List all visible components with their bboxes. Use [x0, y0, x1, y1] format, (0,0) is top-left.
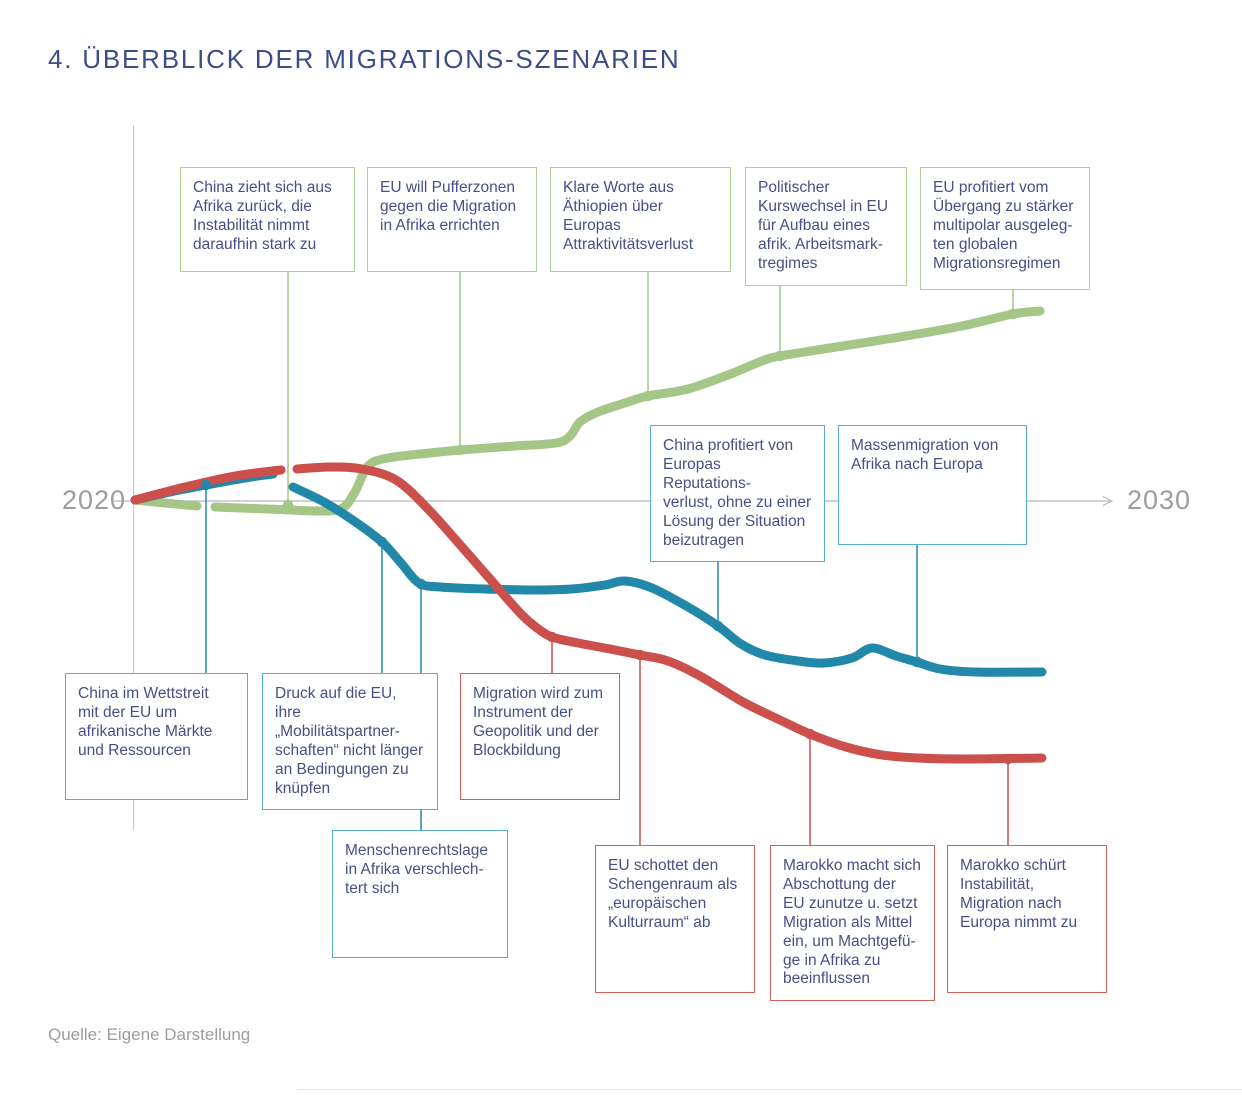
- event-dot: [546, 631, 558, 643]
- annotation-geopolitik: Migration wird zum Instrument der Geopol…: [460, 673, 620, 800]
- event-dot: [634, 649, 646, 661]
- scenario-red-negative: [130, 465, 286, 505]
- event-dot: [376, 536, 388, 548]
- annotation-klare-worte: Klare Worte aus Äthiopien über Europas A…: [550, 167, 731, 272]
- annotation-marokko-instabilitaet: Marokko schürt Instabilität, Migration n…: [947, 845, 1107, 993]
- event-dot: [804, 728, 816, 740]
- event-dot: [1002, 753, 1014, 765]
- annotation-mobilitaetspartner: Druck auf die EU, ihre „Mobilitätspartne…: [262, 673, 438, 811]
- page-title: 4. ÜBERBLICK DER MIGRATIONS-SZENARIEN: [48, 44, 681, 74]
- annotation-china-rueckzug: China zieht sich aus Afrika zurück, die …: [180, 167, 355, 272]
- annotation-migrationsregime: EU profitiert vom Übergang zu stärker mu…: [920, 167, 1090, 290]
- scenario-red-negative: [292, 462, 1047, 764]
- timeline-end-label: 2030: [1127, 485, 1192, 515]
- event-dot: [911, 656, 923, 668]
- annotation-menschenrechtslage: Menschenrechtslage in Afrika verschlech-…: [332, 830, 508, 958]
- event-dots: [200, 308, 1019, 765]
- event-dot: [642, 390, 654, 402]
- scenario-blue-middle: [288, 482, 1047, 677]
- timeline-arrow-icon: [1102, 495, 1114, 507]
- annotation-marokko-abschottung: Marokko macht sich Abschottung der EU zu…: [770, 845, 935, 1002]
- annotation-massenmigration: Massenmigration von Afrika nach Europa: [838, 425, 1027, 545]
- event-dot: [282, 499, 294, 511]
- bottom-divider: [297, 1089, 1242, 1090]
- scenario-green-positive: [210, 306, 1045, 516]
- annotation-schengenraum: EU schottet den Schengenraum als „europä…: [595, 845, 755, 993]
- event-dot: [774, 350, 786, 362]
- annotation-reputationsverlust: China profitiert von Europas Reputations…: [650, 425, 825, 563]
- event-dot: [712, 620, 724, 632]
- event-dot: [1007, 308, 1019, 320]
- timeline-start-label: 2020: [62, 485, 127, 515]
- annotation-wettstreit: China im Wettstreit mit der EU um afrika…: [65, 673, 248, 800]
- annotation-pufferzonen: EU will Pufferzonen gegen die Migration …: [367, 167, 537, 272]
- scenario-curves: [130, 306, 1047, 764]
- event-dot: [200, 479, 212, 491]
- event-dot: [454, 444, 466, 456]
- event-dot: [415, 578, 427, 590]
- source-note: Quelle: Eigene Darstellung: [48, 1025, 251, 1044]
- annotation-kurswechsel: Politischer Kurswechsel in EU für Aufbau…: [745, 167, 907, 286]
